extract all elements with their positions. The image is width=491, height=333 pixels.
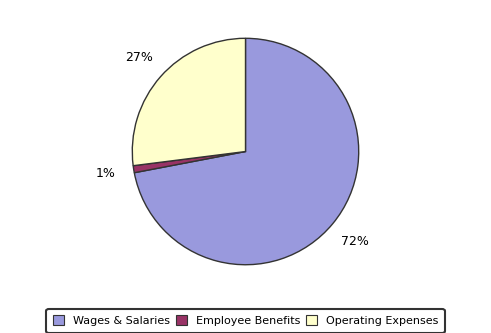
Wedge shape [134, 38, 359, 265]
Wedge shape [132, 38, 246, 166]
Wedge shape [133, 152, 246, 173]
Text: 27%: 27% [125, 51, 153, 64]
Text: 72%: 72% [341, 235, 368, 248]
Text: 1%: 1% [96, 167, 116, 180]
Legend: Wages & Salaries, Employee Benefits, Operating Expenses: Wages & Salaries, Employee Benefits, Ope… [47, 309, 444, 333]
